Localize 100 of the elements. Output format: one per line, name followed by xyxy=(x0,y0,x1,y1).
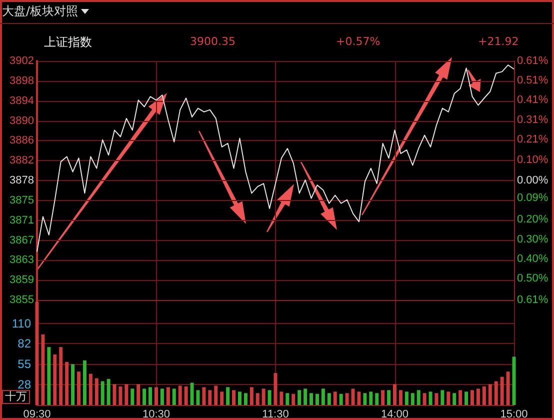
y-tick-label: 3878 xyxy=(10,174,34,186)
bar xyxy=(118,386,122,405)
bar xyxy=(292,394,296,405)
bar xyxy=(148,387,152,405)
y2-tick-label: 0.21% xyxy=(517,133,548,146)
bar xyxy=(196,390,200,405)
bar xyxy=(298,390,302,405)
text: 3900.35 xyxy=(190,35,236,48)
bar xyxy=(214,386,218,405)
y-tick-label: 82 xyxy=(18,336,32,351)
x-tick-label: 14:00 xyxy=(380,408,409,420)
bar xyxy=(387,390,391,405)
bar xyxy=(446,392,450,405)
x-tick-label: 09:30 xyxy=(23,408,51,420)
y-tick-label: 55 xyxy=(18,357,32,372)
y-tick-label: 3855 xyxy=(10,294,34,306)
bar xyxy=(333,392,337,405)
y-tick-label: 3859 xyxy=(10,274,34,286)
bar xyxy=(482,386,486,405)
y2-tick-label: 0.61% xyxy=(517,55,548,67)
y2-tick-label: 0.20% xyxy=(517,214,548,226)
y2-tick-label: 0.61% xyxy=(517,294,548,306)
bar xyxy=(512,356,516,405)
bar xyxy=(393,384,396,405)
bar xyxy=(274,373,278,405)
bar xyxy=(154,387,158,405)
bar xyxy=(304,388,308,405)
x-tick-label: 10:30 xyxy=(142,408,170,420)
bar xyxy=(136,384,140,405)
bar xyxy=(357,392,361,405)
y-tick-label: 3871 xyxy=(10,214,34,226)
bar xyxy=(416,390,420,405)
y-tick-label: 3886 xyxy=(10,134,34,147)
bar xyxy=(226,387,230,405)
y-tick-label: 3890 xyxy=(10,114,34,127)
y2-tick-label: 0.50% xyxy=(517,272,548,284)
bar xyxy=(82,360,86,405)
y-tick-label: 3875 xyxy=(10,194,34,206)
line-series xyxy=(36,64,514,252)
bar xyxy=(124,384,128,405)
bar xyxy=(65,362,69,405)
bar xyxy=(94,378,98,405)
bar xyxy=(178,386,182,405)
bar xyxy=(327,393,331,405)
bar xyxy=(208,390,212,405)
y2-tick-label: 0.41% xyxy=(517,94,548,106)
bar xyxy=(106,379,110,405)
bar xyxy=(71,364,75,405)
bar xyxy=(452,393,456,405)
bar xyxy=(250,387,254,405)
y2-tick-label: 0.30% xyxy=(517,233,548,246)
bar xyxy=(172,388,176,405)
bar xyxy=(190,382,194,405)
bar xyxy=(76,372,80,405)
y2-tick-label: 0.40% xyxy=(517,252,548,265)
y2-tick-label: 0.31% xyxy=(517,114,548,126)
bar xyxy=(398,390,402,405)
bar xyxy=(256,393,260,405)
bar xyxy=(88,374,92,405)
bar xyxy=(500,376,504,405)
bar xyxy=(428,392,432,405)
bar xyxy=(280,392,284,405)
bar xyxy=(494,381,498,405)
bar xyxy=(440,390,444,405)
y-tick-label: 3898 xyxy=(10,74,34,87)
bar xyxy=(59,347,63,405)
bar xyxy=(268,390,272,405)
x-tick-label: 15:00 xyxy=(500,408,528,420)
y-tick-label: 28 xyxy=(18,378,32,392)
bar xyxy=(130,388,134,405)
bar xyxy=(112,384,116,405)
bar xyxy=(100,381,104,405)
bar xyxy=(404,392,408,405)
bar xyxy=(476,388,480,405)
bar xyxy=(238,392,242,405)
bar xyxy=(202,387,206,405)
bar xyxy=(506,372,510,405)
bar xyxy=(375,393,379,405)
bar xyxy=(220,392,224,405)
y2-tick-label: 0.51% xyxy=(517,74,548,87)
bar xyxy=(351,388,355,405)
bar xyxy=(244,393,248,405)
bar xyxy=(434,393,438,405)
bar xyxy=(458,390,462,405)
chart-subtitle: 上证指数 xyxy=(44,34,92,51)
x-tick-label: 11:30 xyxy=(262,408,289,420)
bar xyxy=(410,393,414,405)
y2-tick-label: 0.09% xyxy=(517,192,548,204)
y-axis-title: 十万 xyxy=(2,390,30,404)
text: +0.57% xyxy=(336,35,380,48)
bar xyxy=(142,388,146,405)
y-tick-label: 3894 xyxy=(10,94,34,107)
y2-tick-label: 0.00% xyxy=(517,174,548,186)
bar xyxy=(232,390,236,405)
bar xyxy=(488,384,492,405)
bar xyxy=(315,394,319,405)
bar xyxy=(381,390,385,405)
bar xyxy=(286,393,290,405)
bar xyxy=(339,394,343,405)
y-tick-label: 3863 xyxy=(10,254,34,266)
